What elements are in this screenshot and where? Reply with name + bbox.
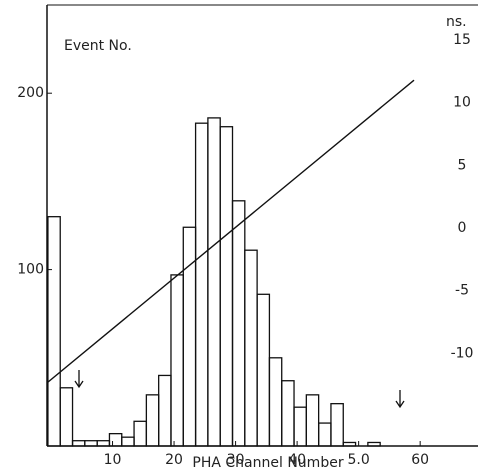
bar: [231, 200, 246, 447]
bar: [170, 274, 184, 447]
bar: [244, 249, 258, 447]
bar: [145, 394, 160, 447]
y2-tick-label: 10: [453, 95, 471, 111]
x-axis-label: PHA Channel Number: [192, 455, 343, 471]
line: [47, 79, 415, 383]
bar: [84, 440, 98, 447]
bar: [207, 117, 221, 447]
x-tick-label: 5.0: [348, 452, 370, 468]
bar: [342, 441, 357, 447]
bar: [256, 293, 271, 447]
bar: [47, 216, 61, 447]
bar: [121, 436, 135, 447]
bar: [219, 126, 234, 447]
annotation: ns.: [446, 14, 467, 30]
x-tick-label: 60: [411, 452, 429, 468]
bar: [268, 357, 283, 447]
bar: [305, 394, 320, 447]
bar: [182, 226, 197, 447]
bar: [96, 440, 111, 447]
x-tick-label: 30: [227, 452, 245, 468]
y2-tick-label: 0: [458, 220, 467, 236]
x-tick-label: 40: [288, 452, 306, 468]
y2-tick-label: 15: [453, 32, 471, 48]
y-tick-label: 100: [17, 262, 44, 278]
y2-tick-label: 5: [458, 157, 467, 173]
bar: [158, 374, 172, 447]
bar: [367, 441, 381, 447]
annotation: Event No.: [64, 38, 132, 54]
y2-tick-label: -5: [455, 283, 469, 299]
arrow: [395, 390, 405, 409]
bar: [71, 440, 86, 447]
x-tick-label: 10: [104, 452, 122, 468]
arrow: [74, 370, 84, 389]
bar: [281, 380, 295, 447]
bar: [330, 403, 344, 447]
bar: [108, 433, 123, 447]
arrows: [74, 370, 405, 409]
bar: [133, 420, 148, 447]
bar: [59, 387, 74, 447]
bar: [293, 406, 307, 447]
bar: [317, 422, 332, 447]
y-tick-label: 200: [17, 85, 44, 101]
x-tick-label: 20: [165, 452, 183, 468]
bar: [194, 122, 209, 447]
y2-tick-label: -10: [451, 345, 474, 361]
